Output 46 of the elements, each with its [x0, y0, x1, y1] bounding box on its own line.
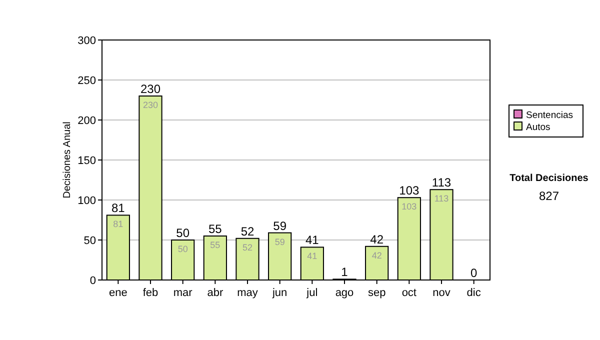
- data-label: 59: [274, 236, 285, 247]
- total-label: 81: [111, 201, 126, 216]
- x-tick-label: jun: [271, 287, 288, 299]
- x-tick-label: oct: [402, 287, 417, 299]
- total-label: 42: [370, 232, 384, 246]
- y-tick-label: 250: [78, 75, 96, 87]
- data-label: 81: [113, 219, 124, 230]
- x-tick-label: feb: [142, 287, 158, 299]
- y-axis-title: Decisiones Anual: [62, 122, 73, 198]
- y-tick-label: 100: [78, 195, 96, 207]
- x-tick-label: ene: [108, 287, 128, 299]
- x-tick-label: ago: [335, 287, 354, 299]
- total-label: 52: [240, 224, 254, 238]
- x-tick-label: may: [237, 287, 258, 299]
- total-label: 59: [273, 218, 287, 233]
- total-label: 41: [305, 233, 320, 248]
- data-label: 113: [434, 194, 449, 204]
- data-label: 103: [402, 202, 417, 212]
- x-tick-label: jul: [306, 287, 318, 299]
- x-tick-label: nov: [432, 287, 451, 299]
- total-label: 1: [341, 265, 348, 280]
- y-tick-label: 150: [78, 155, 96, 167]
- x-tick-label: dic: [466, 287, 482, 299]
- data-label: 42: [372, 250, 382, 260]
- text: Total Decisiones: [510, 173, 589, 184]
- data-label: 230: [142, 100, 158, 110]
- total-label: 113: [432, 176, 452, 190]
- y-tick-label: 300: [78, 35, 96, 47]
- total-label: 230: [140, 82, 161, 96]
- y-tick-label: 0: [90, 275, 96, 287]
- data-label: 55: [210, 240, 220, 250]
- total-label: 50: [176, 226, 190, 240]
- legend-label: Sentencias: [526, 110, 574, 121]
- total-label: 55: [208, 222, 222, 236]
- total-label: 0: [470, 266, 478, 280]
- total-label: 103: [399, 184, 420, 198]
- x-tick-label: mar: [173, 287, 193, 299]
- text: 827: [538, 189, 560, 203]
- x-tick-label: sep: [368, 287, 386, 299]
- x-tick-label: abr: [207, 287, 224, 299]
- data-label: 52: [242, 242, 253, 252]
- legend-label: Autos: [526, 122, 551, 133]
- data-label: 41: [307, 251, 318, 262]
- data-label: 50: [178, 244, 188, 254]
- y-tick-label: 200: [78, 115, 96, 127]
- y-tick-label: 50: [84, 235, 96, 247]
